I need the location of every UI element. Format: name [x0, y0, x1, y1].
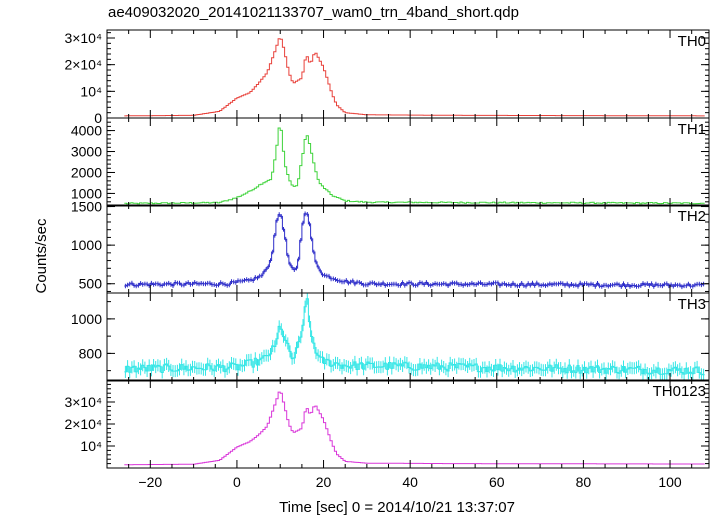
panel-label-th1: TH1 — [678, 121, 706, 138]
lightcurve-th0123 — [124, 391, 705, 466]
series-th0 — [124, 38, 705, 117]
y-tick-label: 800 — [79, 345, 103, 361]
series-th1 — [124, 127, 705, 205]
y-tick-label: 1000 — [71, 311, 102, 327]
y-tick-label: 500 — [79, 276, 103, 292]
y-tick-label: 3×10⁴ — [64, 30, 102, 46]
x-tick-label: 100 — [658, 474, 682, 490]
series-th3 — [124, 293, 705, 381]
panel-label-th2: TH2 — [678, 208, 706, 225]
y-tick-label: 2000 — [71, 164, 102, 180]
lightcurve-th1 — [124, 127, 705, 205]
y-tick-label: 0 — [94, 110, 102, 126]
panel-label-th0123: TH0123 — [653, 383, 706, 400]
lightcurve-th0 — [124, 38, 705, 117]
panel-th1: 1000 2000 3000 4000 TH1 — [71, 117, 710, 207]
panel-frame — [106, 292, 710, 382]
y-axis-label: Counts/sec — [33, 218, 50, 294]
panel-th0123: 10⁴ 2×10⁴ 3×10⁴ TH0123 — [64, 379, 710, 469]
panel-frame — [106, 29, 710, 119]
y-tick-label: 1000 — [71, 185, 102, 201]
x-tick-label: 80 — [576, 474, 592, 490]
panel-frame — [106, 379, 710, 469]
y-tick-label: 3000 — [71, 144, 102, 160]
y-tick-label: 1000 — [71, 237, 102, 253]
y-tick-label: 3×10⁴ — [64, 394, 102, 410]
panel-th0: 0 10⁴ 2×10⁴ 3×10⁴ TH0 — [64, 29, 710, 126]
y-tick-label: 2×10⁴ — [64, 416, 102, 432]
plot-title: ae409032020_20141021133707_wam0_trn_4ban… — [108, 4, 519, 21]
x-tick-label: 20 — [316, 474, 332, 490]
panel-th2: 500 1000 1500 TH2 — [71, 199, 710, 294]
y-tick-label: 10⁴ — [80, 83, 102, 99]
x-tick-label: −20 — [138, 474, 162, 490]
panel-label-th0: TH0 — [678, 33, 706, 50]
error-bars-th3 — [124, 293, 705, 381]
lightcurve-th3 — [124, 298, 705, 376]
x-tick-label: 40 — [402, 474, 418, 490]
panel-frame — [106, 204, 710, 294]
lightcurve-th2 — [124, 213, 705, 288]
x-axis-label: Time [sec] 0 = 2014/10/21 13:37:07 — [279, 499, 515, 516]
series-th0123 — [124, 391, 705, 466]
panel-label-th3: TH3 — [678, 296, 706, 313]
y-tick-label: 4000 — [71, 123, 102, 139]
y-tick-label: 2×10⁴ — [64, 57, 102, 73]
series-th2 — [124, 211, 705, 290]
x-tick-label: 0 — [233, 474, 241, 490]
panel-th3: 800 1000 TH3 — [71, 292, 710, 382]
y-tick-label: 1500 — [71, 199, 102, 215]
y-tick-label: 10⁴ — [80, 438, 102, 454]
x-tick-label: 60 — [489, 474, 505, 490]
panel-frame — [106, 117, 710, 207]
error-bars-th2 — [124, 211, 705, 290]
